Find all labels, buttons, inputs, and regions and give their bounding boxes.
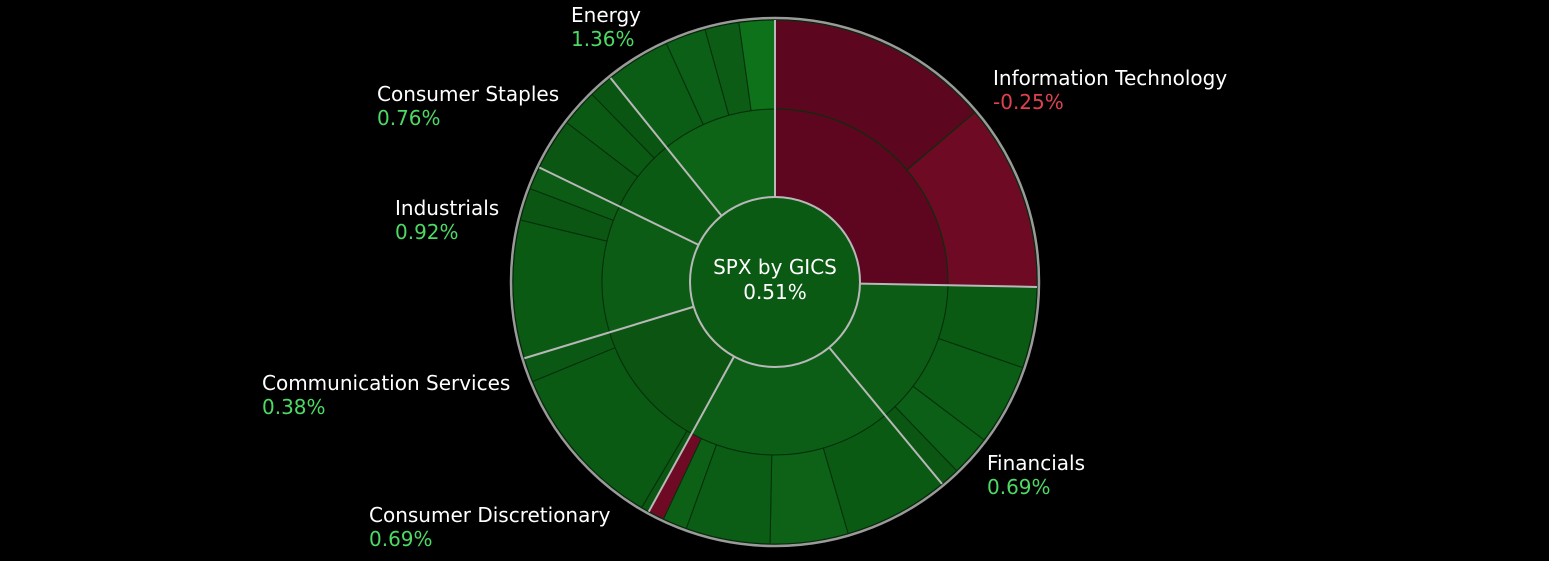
label-energy: Energy 1.36% xyxy=(571,3,641,51)
label-communication-services: Communication Services 0.38% xyxy=(262,371,510,419)
sector-name: Information Technology xyxy=(993,66,1228,90)
label-consumer-discretionary: Consumer Discretionary 0.69% xyxy=(369,503,610,551)
sector-change: 0.69% xyxy=(369,527,433,551)
sector-divider xyxy=(538,166,699,246)
sector-name: Industrials xyxy=(395,196,500,220)
sector-name: Consumer Staples xyxy=(377,82,560,106)
sunburst-rings xyxy=(509,16,1041,548)
sector-divider xyxy=(647,356,735,513)
sector-divider xyxy=(524,305,694,360)
center-title: SPX by GICS xyxy=(713,255,837,279)
sector-name: Financials xyxy=(987,451,1085,475)
label-industrials: Industrials 0.92% xyxy=(395,196,499,244)
sector-change: -0.25% xyxy=(993,90,1064,114)
center-value: 0.51% xyxy=(743,280,807,304)
sector-name: Consumer Discretionary xyxy=(369,503,611,527)
label-financials: Financials 0.69% xyxy=(987,451,1085,499)
sector-change: 0.69% xyxy=(987,475,1051,499)
sector-change: 0.38% xyxy=(262,395,326,419)
label-consumer-staples: Consumer Staples 0.76% xyxy=(377,82,559,130)
sector-name: Energy xyxy=(571,3,642,27)
center-circle[interactable] xyxy=(689,196,861,368)
label-information-technology: Information Technology -0.25% xyxy=(993,66,1227,114)
sector-divider xyxy=(609,77,723,217)
sector-divider xyxy=(859,282,1037,288)
sector-change: 0.92% xyxy=(395,220,459,244)
sector-change: 0.76% xyxy=(377,106,441,130)
sector-name: Communication Services xyxy=(262,371,511,395)
center-node[interactable]: SPX by GICS 0.51% xyxy=(689,196,861,368)
outer-border xyxy=(509,16,1041,548)
sector-change: 1.36% xyxy=(571,27,635,51)
sector-divider xyxy=(828,346,943,485)
